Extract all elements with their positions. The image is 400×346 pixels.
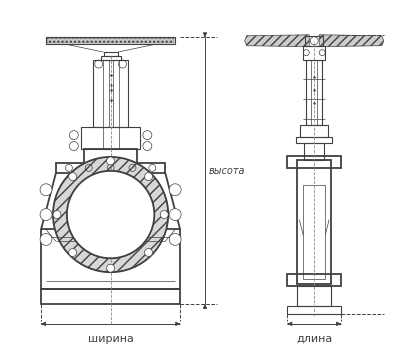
Bar xyxy=(103,60,118,127)
Bar xyxy=(297,286,331,306)
Bar xyxy=(101,56,120,60)
Bar xyxy=(303,46,325,60)
Bar xyxy=(296,137,332,143)
Bar xyxy=(288,156,341,168)
Circle shape xyxy=(69,248,77,256)
Circle shape xyxy=(144,173,152,181)
Circle shape xyxy=(169,184,181,196)
Bar xyxy=(104,52,118,56)
Bar xyxy=(288,274,341,286)
Circle shape xyxy=(67,171,154,258)
Bar xyxy=(41,289,180,304)
Circle shape xyxy=(160,211,168,219)
Circle shape xyxy=(107,264,114,272)
Circle shape xyxy=(144,248,152,256)
Bar xyxy=(305,36,323,46)
Bar xyxy=(311,60,317,125)
Text: длина: длина xyxy=(296,334,332,344)
Bar xyxy=(56,163,165,173)
Bar xyxy=(103,127,118,149)
Bar xyxy=(306,60,322,125)
Circle shape xyxy=(107,157,114,165)
Circle shape xyxy=(169,234,181,245)
Bar xyxy=(81,127,140,149)
Bar xyxy=(84,149,138,163)
Circle shape xyxy=(40,234,52,245)
Circle shape xyxy=(53,211,61,219)
Bar xyxy=(109,60,112,127)
Bar xyxy=(93,60,128,127)
Bar xyxy=(47,38,174,43)
Bar xyxy=(300,125,328,137)
Text: ширина: ширина xyxy=(88,334,134,344)
Bar xyxy=(303,185,325,279)
Circle shape xyxy=(40,184,52,196)
Polygon shape xyxy=(319,35,384,47)
Circle shape xyxy=(69,173,77,181)
Circle shape xyxy=(40,209,52,220)
Bar xyxy=(288,306,341,314)
Bar xyxy=(297,160,331,284)
Bar xyxy=(46,37,175,44)
Bar xyxy=(304,143,324,160)
Circle shape xyxy=(169,209,181,220)
Polygon shape xyxy=(245,35,309,47)
Text: высота: высота xyxy=(209,166,246,176)
Wedge shape xyxy=(53,157,168,272)
